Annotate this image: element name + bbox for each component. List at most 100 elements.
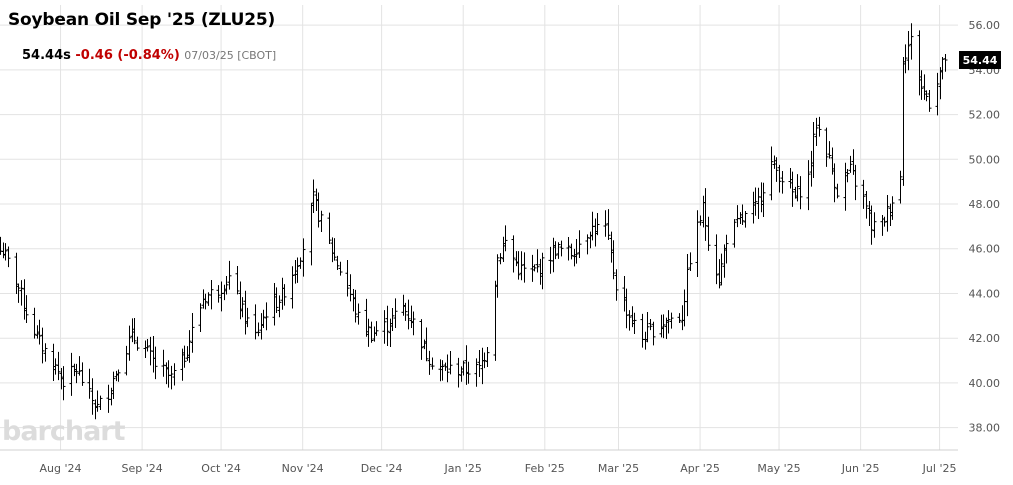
ohlc-bar: [514, 251, 519, 267]
ohlc-bar: [385, 305, 390, 347]
ohlc-bar: [166, 360, 171, 388]
ohlc-bar: [456, 357, 461, 388]
ohlc-bar: [680, 305, 685, 331]
ohlc-bar: [714, 234, 719, 285]
chart-grid: [0, 5, 958, 450]
ohlc-bar: [548, 246, 553, 274]
ohlc-bar: [356, 303, 361, 325]
ohlc-bar: [206, 292, 211, 306]
ohlc-bar: [116, 369, 121, 382]
ohlc-bar: [666, 310, 671, 334]
ohlc-bar: [777, 164, 782, 193]
ohlc-bar: [885, 194, 890, 232]
ohlc-bar: [32, 307, 37, 339]
ohlc-bar: [261, 309, 266, 329]
ohlc-bar: [240, 297, 245, 318]
ohlc-bar: [145, 339, 150, 352]
ohlc-bar: [327, 212, 332, 245]
ohlc-bar: [224, 275, 229, 295]
ohlc-bar: [809, 150, 814, 187]
ohlc-bar: [864, 190, 869, 219]
ohlc-bar: [111, 371, 116, 399]
ohlc-bar: [559, 240, 564, 257]
ohlc-bar: [569, 243, 574, 260]
ohlc-bar: [172, 363, 177, 386]
ohlc-bar: [301, 238, 306, 277]
ohlc-bar: [780, 170, 785, 194]
ohlc-bar: [430, 357, 435, 370]
ohlc-bar: [832, 163, 837, 203]
x-tick-label: Aug '24: [40, 462, 82, 475]
y-tick-label: 52.00: [969, 109, 1001, 122]
ohlc-bar: [669, 312, 674, 329]
ohlc-bar: [719, 253, 724, 286]
ohlc-bar: [43, 343, 48, 362]
ohlc-bar: [409, 305, 414, 329]
ohlc-bar: [806, 160, 811, 211]
ohlc-bar: [643, 331, 648, 350]
y-tick-label: 50.00: [969, 153, 1001, 166]
y-tick-label: 48.00: [969, 198, 1001, 211]
last-price-marker: 54.44: [959, 51, 1001, 70]
x-tick-label: Jun '25: [841, 462, 880, 475]
ohlc-bar: [761, 182, 766, 218]
ohlc-bar: [588, 231, 593, 249]
ohlc-bar: [351, 288, 356, 312]
ohlc-bar: [335, 255, 340, 271]
y-tick-label: 46.00: [969, 243, 1001, 256]
ohlc-bar: [298, 257, 303, 269]
ohlc-bar: [61, 366, 66, 401]
ohlc-bar: [538, 258, 543, 285]
ohlc-bar: [603, 210, 608, 237]
ohlc-bar: [24, 295, 29, 324]
ohlc-bar: [419, 319, 424, 360]
ohlc-bar: [677, 313, 682, 323]
x-tick-label: Jul '25: [922, 462, 957, 475]
ohlc-bar: [264, 302, 269, 331]
y-axis: 38.00 40.00 42.00 44.00 46.00 48.00 50.00 52.00…: [969, 19, 1001, 435]
ohlc-bar: [906, 30, 911, 71]
ohlc-bar: [106, 384, 111, 413]
ohlc-bar: [701, 195, 706, 228]
ohlc-bar: [867, 201, 872, 226]
ohlc-bar: [338, 261, 343, 276]
ohlc-bar: [759, 182, 764, 213]
ohlc-bar: [151, 336, 156, 373]
ohlc-bar: [695, 210, 700, 277]
ohlc-bar: [319, 210, 324, 233]
ohlc-bar: [909, 23, 914, 60]
ohlc-bar: [72, 363, 77, 377]
ohlc-bar: [593, 218, 598, 247]
ohlc-bar: [293, 259, 298, 284]
y-tick-label: 42.00: [969, 332, 1001, 345]
ohlc-bar: [464, 345, 469, 385]
ohlc-bar: [898, 170, 903, 204]
ohlc-bar: [756, 187, 761, 219]
ohlc-bar: [90, 378, 95, 415]
ohlc-bar: [606, 209, 611, 240]
ohlc-bar: [882, 216, 887, 227]
ohlc-bar: [485, 347, 490, 368]
ohlc-bar: [585, 234, 590, 255]
ohlc-bar: [290, 266, 295, 309]
ohlc-bar: [109, 387, 114, 406]
ohlc-bar: [143, 340, 148, 358]
ohlc-bar: [330, 237, 335, 263]
ohlc-bar: [406, 299, 411, 330]
ohlc-bar: [698, 215, 703, 226]
ohlc-bar: [735, 205, 740, 228]
ohlc-bar: [493, 280, 498, 361]
ohlc-bar: [609, 231, 614, 263]
ohlc-bar: [943, 53, 948, 72]
ohlc-bar: [814, 117, 819, 147]
ohlc-bar: [238, 281, 243, 320]
ohlc-bar: [703, 188, 708, 241]
ohlc-bar: [53, 358, 58, 375]
ohlc-bar: [495, 254, 500, 298]
ohlc-bar: [503, 225, 508, 252]
ohlc-bar: [901, 56, 906, 186]
ohlc-bar: [253, 304, 258, 340]
ohlc-bar: [845, 168, 850, 183]
ohlc-bar: [740, 204, 745, 225]
